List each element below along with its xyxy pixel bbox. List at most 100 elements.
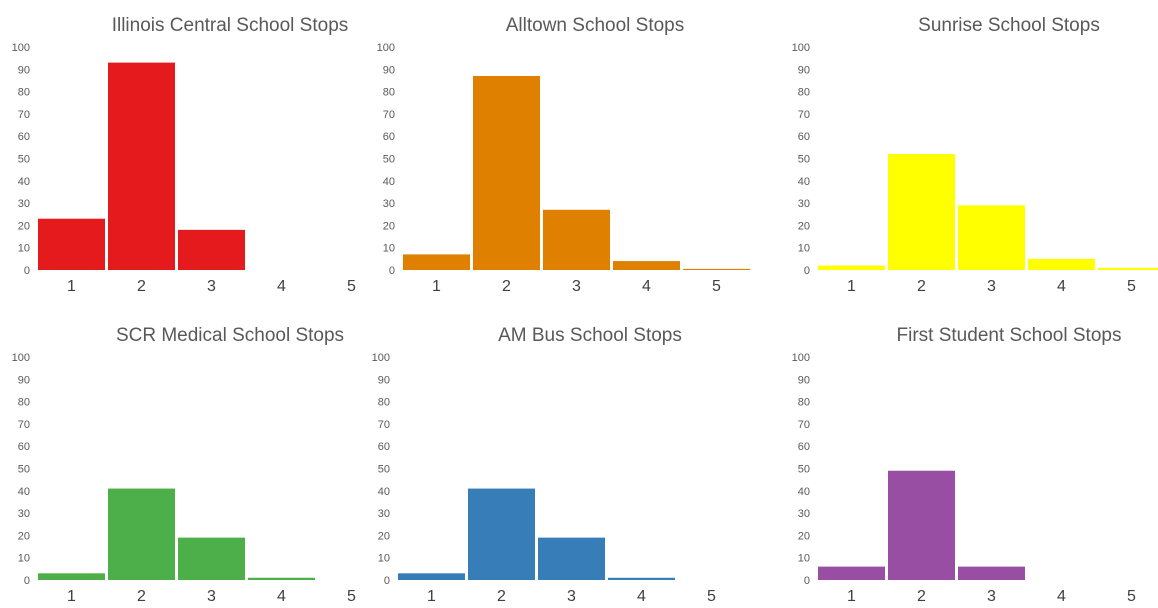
y-tick-label: 60 [378, 441, 390, 453]
y-tick-label: 60 [798, 441, 810, 453]
y-tick-label: 50 [18, 154, 30, 166]
x-tick-label: 2 [497, 588, 506, 603]
y-tick-label: 30 [798, 198, 810, 210]
bar-4 [608, 578, 675, 580]
bar-2 [473, 76, 540, 270]
y-tick-label: 10 [798, 553, 810, 565]
y-tick-label: 50 [18, 464, 30, 476]
y-tick-label: 90 [798, 64, 810, 76]
y-tick-label: 10 [378, 553, 390, 565]
bar-3 [178, 230, 245, 270]
y-tick-label: 80 [18, 87, 30, 99]
y-tick-label: 60 [18, 131, 30, 143]
y-tick-label: 20 [18, 220, 30, 232]
x-tick-label: 5 [1127, 588, 1136, 603]
y-tick-label: 20 [798, 220, 810, 232]
y-tick-label: 90 [18, 64, 30, 76]
x-tick-label: 5 [707, 588, 716, 603]
x-tick-label: 2 [917, 278, 926, 295]
bar-2 [108, 489, 175, 580]
chart-panel-6: First Student School Stops 0 10 20 30 40 50 60 7… [792, 325, 1136, 603]
y-tick-label: 70 [18, 109, 30, 121]
y-tick-label: 40 [798, 176, 810, 188]
x-tick-label: 2 [917, 588, 926, 603]
bar-2 [108, 63, 175, 270]
x-tick-label: 5 [347, 588, 356, 603]
x-tick-label: 4 [1057, 588, 1066, 603]
chart-title: Alltown School Stops [506, 15, 685, 36]
y-tick-label: 30 [798, 508, 810, 520]
y-tick-label: 100 [12, 42, 30, 54]
y-tick-label: 50 [798, 464, 810, 476]
chart-title: SCR Medical School Stops [116, 325, 344, 346]
x-tick-label: 4 [277, 588, 286, 603]
y-tick-label: 20 [18, 530, 30, 542]
bar-4 [613, 261, 680, 270]
y-tick-label: 20 [383, 220, 395, 232]
x-tick-label: 1 [847, 278, 856, 295]
x-tick-label: 2 [137, 278, 146, 295]
y-tick-label: 0 [384, 575, 390, 587]
chart-title: Sunrise School Stops [918, 15, 1100, 36]
x-tick-label: 3 [207, 278, 216, 295]
y-tick-label: 90 [383, 64, 395, 76]
y-tick-label: 50 [378, 464, 390, 476]
chart-panel-3: Sunrise School Stops 0 10 20 30 40 50 60 70 80 90 1… [792, 15, 1158, 295]
y-tick-label: 80 [383, 87, 395, 99]
y-tick-label: 30 [378, 508, 390, 520]
y-tick-label: 100 [792, 352, 810, 364]
x-tick-label: 3 [987, 588, 996, 603]
chart-panel-2: Alltown School Stops 0 10 20 30 40 50 60 70 80 90 1… [377, 15, 750, 295]
bar-1 [38, 219, 105, 270]
bar-4 [1028, 259, 1095, 270]
y-tick-label: 40 [378, 486, 390, 498]
y-tick-label: 10 [383, 243, 395, 255]
y-tick-label: 70 [18, 419, 30, 431]
bar-2 [888, 471, 955, 580]
x-tick-label: 4 [642, 278, 651, 295]
y-tick-label: 90 [378, 374, 390, 386]
x-tick-label: 1 [847, 588, 856, 603]
bar-3 [178, 538, 245, 580]
y-tick-label: 0 [24, 265, 30, 277]
y-tick-label: 80 [18, 397, 30, 409]
y-tick-label: 40 [18, 486, 30, 498]
bar-5 [1098, 268, 1158, 270]
bar-1 [818, 567, 885, 580]
bar-4 [248, 578, 315, 580]
y-tick-label: 10 [18, 243, 30, 255]
bar-1 [398, 573, 465, 580]
x-tick-label: 2 [502, 278, 511, 295]
x-tick-label: 1 [432, 278, 441, 295]
chart-panel-5: AM Bus School Stops 0 10 20 30 40 50 60 70 80 90 10… [372, 325, 716, 603]
y-tick-label: 0 [24, 575, 30, 587]
y-tick-label: 0 [804, 265, 810, 277]
y-tick-label: 90 [18, 374, 30, 386]
y-tick-label: 40 [18, 176, 30, 188]
x-tick-label: 5 [712, 278, 721, 295]
y-tick-label: 30 [18, 508, 30, 520]
y-tick-label: 100 [792, 42, 810, 54]
x-tick-label: 1 [427, 588, 436, 603]
bar-1 [403, 254, 470, 270]
y-tick-label: 100 [372, 352, 390, 364]
x-tick-label: 1 [67, 278, 76, 295]
bar-3 [543, 210, 610, 270]
bar-3 [538, 538, 605, 580]
y-tick-label: 80 [798, 397, 810, 409]
x-tick-label: 3 [567, 588, 576, 603]
y-tick-label: 0 [804, 575, 810, 587]
bar-5 [683, 269, 750, 270]
bar-2 [888, 154, 955, 270]
y-tick-label: 60 [798, 131, 810, 143]
x-tick-label: 1 [67, 588, 76, 603]
y-tick-label: 60 [383, 131, 395, 143]
y-tick-label: 50 [798, 154, 810, 166]
x-tick-label: 4 [277, 278, 286, 295]
y-tick-label: 90 [798, 374, 810, 386]
chart-title: Illinois Central School Stops [112, 15, 349, 36]
x-tick-label: 5 [347, 278, 356, 295]
bar-3 [958, 567, 1025, 580]
